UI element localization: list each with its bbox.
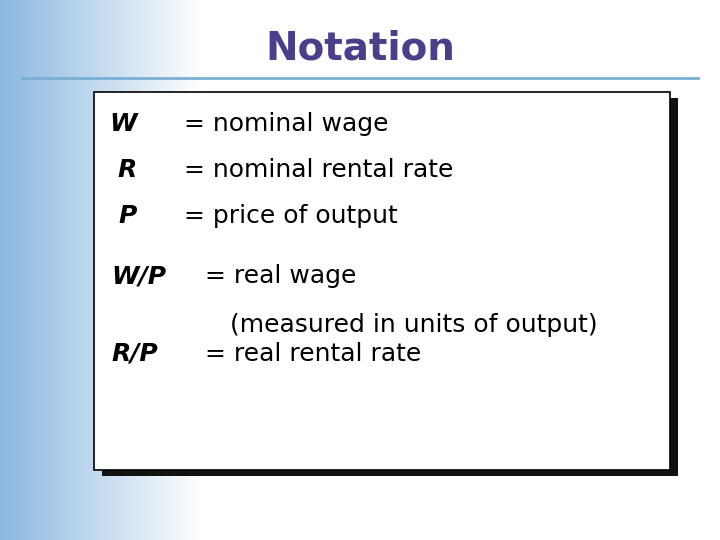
FancyBboxPatch shape [102, 98, 678, 476]
Text: = price of output: = price of output [184, 204, 397, 228]
Text: W/P: W/P [112, 265, 167, 288]
Text: R: R [117, 158, 137, 182]
Text: Notation: Notation [265, 30, 455, 68]
Text: = nominal wage: = nominal wage [184, 112, 388, 136]
Text: = real wage: = real wage [205, 265, 356, 288]
Text: P: P [118, 204, 137, 228]
Text: = real rental rate: = real rental rate [205, 342, 421, 366]
Text: (measured in units of output): (measured in units of output) [230, 313, 598, 337]
Text: R/P: R/P [112, 342, 158, 366]
FancyBboxPatch shape [94, 92, 670, 470]
Text: W: W [109, 112, 137, 136]
Text: = nominal rental rate: = nominal rental rate [184, 158, 453, 182]
